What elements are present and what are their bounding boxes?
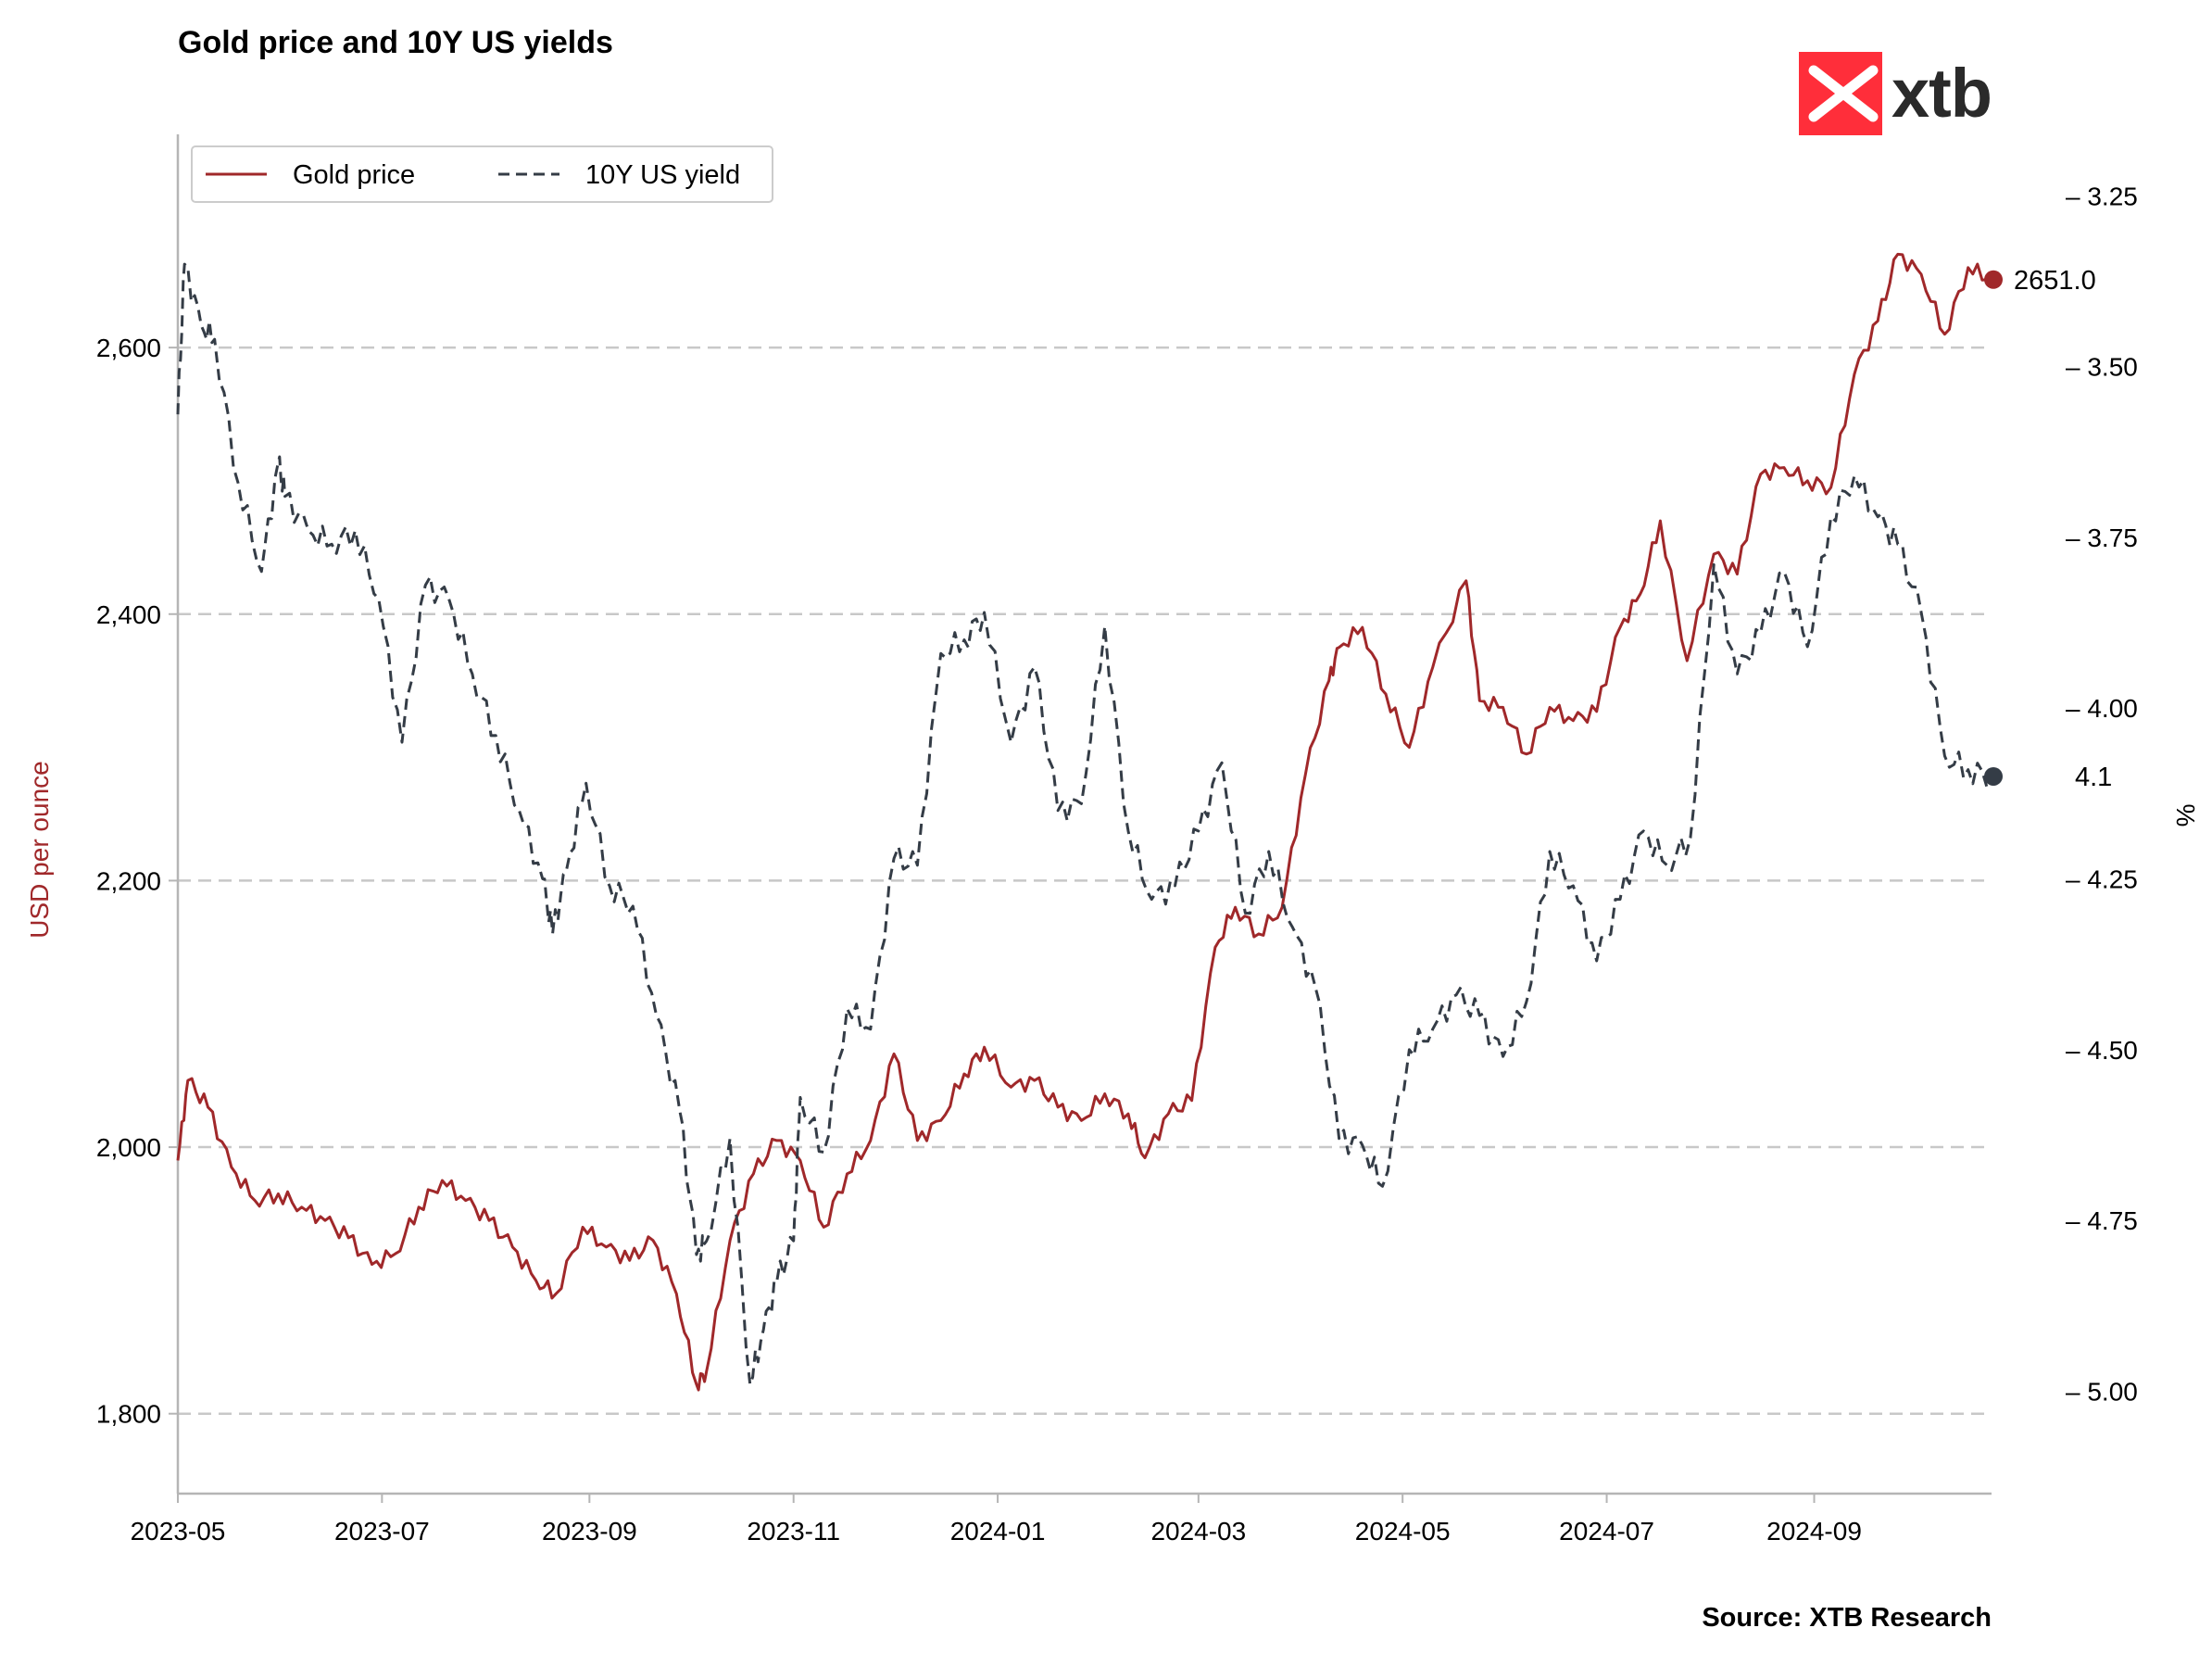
right-tick-label-6: – 4.75 (2066, 1206, 2138, 1235)
right-axis-ticks: – 3.25 – 3.50 – 3.75 – 4.00 – 4.25 – 4.50 – 4.… (2066, 182, 2138, 1406)
legend: Gold price 10Y US yield (191, 145, 773, 203)
x-tick-label-5: 2024-03 (1150, 1517, 1246, 1546)
legend-yield-label: 10Y US yield (585, 160, 740, 190)
right-axis-label: % (2171, 804, 2200, 827)
x-tick-label-4: 2024-01 (950, 1517, 1046, 1546)
x-axis-ticks: 2023-05 2023-07 2023-09 2023-11 2024-01 2024-… (131, 1494, 1862, 1546)
left-tick-label-0: 1,800 (96, 1400, 161, 1429)
logo-x-icon (1808, 65, 1879, 122)
right-tick-label-7: – 5.00 (2066, 1377, 2138, 1406)
left-tick-label-3: 2,400 (96, 600, 161, 629)
gold-price-line (176, 252, 1992, 1392)
x-tick-label-7: 2024-07 (1559, 1517, 1654, 1546)
us-yield-end-marker (1984, 766, 2003, 786)
left-axis-label: USD per ounce (25, 761, 54, 938)
right-tick-label-0: – 3.25 (2066, 182, 2138, 210)
gold-price-end-marker (1984, 270, 2003, 289)
source-note: Source: XTB Research (1702, 1603, 1992, 1633)
right-tick-label-5: – 4.50 (2066, 1036, 2138, 1065)
chart-title: Gold price and 10Y US yields (178, 25, 613, 60)
right-tick-label-4: – 4.25 (2066, 865, 2138, 894)
left-tick-label-1: 2,000 (96, 1133, 161, 1162)
left-tick-label-2: 2,200 (96, 866, 161, 895)
series-layer: 2651.0 4.1 (176, 252, 2112, 1392)
left-axis-ticks: 1,800 2,000 2,200 2,400 2,600 (96, 334, 178, 1429)
right-tick-label-3: – 4.00 (2066, 694, 2138, 723)
us-yield-end-label: 4.1 (2075, 763, 2112, 792)
right-tick-label-1: – 3.50 (2066, 353, 2138, 382)
legend-box (191, 145, 773, 203)
gridlines (178, 346, 1992, 1415)
x-tick-label-0: 2023-05 (131, 1517, 226, 1546)
x-tick-label-2: 2023-09 (542, 1517, 637, 1546)
left-tick-label-4: 2,600 (96, 334, 161, 362)
right-tick-label-2: – 3.75 (2066, 524, 2138, 552)
x-tick-label-1: 2023-07 (334, 1517, 430, 1546)
x-tick-label-8: 2024-09 (1766, 1517, 1862, 1546)
logo-text: xtb (1892, 55, 1992, 132)
gold-price-end-label: 2651.0 (2014, 266, 2096, 296)
us-yield-line (176, 262, 1993, 1386)
x-tick-label-3: 2023-11 (747, 1517, 840, 1546)
xtb-logo: xtb (1799, 52, 1992, 135)
x-tick-label-6: 2024-05 (1355, 1517, 1451, 1546)
legend-gold-label: Gold price (293, 160, 415, 190)
axes (176, 134, 1992, 1495)
